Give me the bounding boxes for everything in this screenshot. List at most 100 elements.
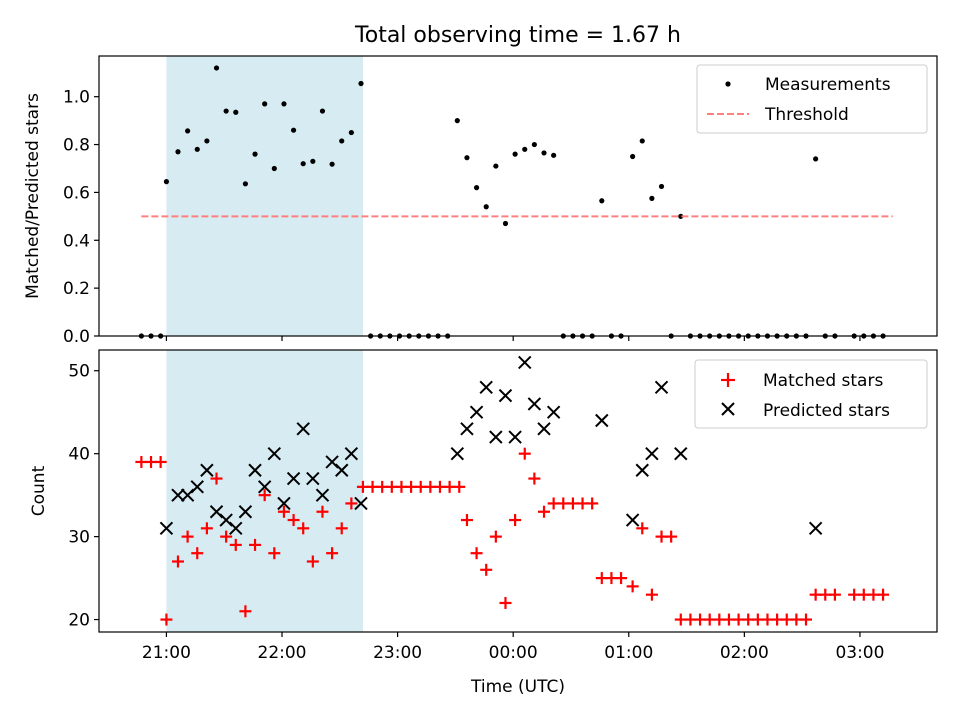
top-legend-box <box>696 64 928 134</box>
measurement-point <box>204 138 210 144</box>
measurement-point <box>290 127 297 133</box>
measurement-point <box>464 155 470 161</box>
matched-star-point <box>306 555 319 568</box>
top-y-tick-label: 0.6 <box>63 183 90 203</box>
predicted-star-point <box>469 405 484 419</box>
measurement-point <box>194 146 200 152</box>
measurement-point <box>223 108 229 114</box>
matched-star-point <box>239 605 252 618</box>
predicted-star-point <box>654 380 669 395</box>
matched-star-point <box>154 455 167 468</box>
matched-star-point <box>636 522 649 535</box>
measurement-point <box>185 128 191 134</box>
measurement-point <box>493 163 499 169</box>
predicted-star-point <box>635 463 649 477</box>
matched-star-point <box>171 555 184 568</box>
predicted-star-point <box>674 446 688 461</box>
bottom-y-axis-label: Count <box>29 465 49 516</box>
matched-star-point <box>229 538 242 551</box>
predicted-star-point <box>527 397 542 411</box>
bottom-y-tick-label: 20 <box>68 611 90 631</box>
top-plot-marks <box>138 65 893 339</box>
matched-star-point <box>460 514 473 527</box>
top-x-axis-ticks <box>165 336 861 341</box>
predicted-star-point <box>238 505 253 519</box>
predicted-star-point <box>286 471 301 486</box>
predicted-star-point <box>518 355 532 370</box>
measurement-point <box>310 158 316 164</box>
predicted-star-point <box>335 463 349 477</box>
matched-star-point <box>316 505 329 518</box>
top-y-tick-label: 0.2 <box>63 279 90 299</box>
measurement-point <box>300 161 306 167</box>
matched-star-point <box>470 547 483 560</box>
measurement-point <box>242 181 249 187</box>
top-panel: 0.0 0.2 0.4 0.6 0.8 1.0 Matched/Predicted sta… <box>23 55 938 347</box>
matched-star-point <box>615 572 628 585</box>
predicted-star-point <box>808 521 823 536</box>
x-tick-label: 00:00 <box>489 643 538 663</box>
matched-star-point <box>509 514 522 527</box>
bottom-panel: 20 30 40 50 21:00 22:00 23:00 00:00 01:00 02:00 0… <box>29 349 938 697</box>
measurement-point <box>281 101 287 107</box>
predicted-star-point <box>257 480 272 494</box>
predicted-star-point <box>460 422 474 436</box>
measurement-point <box>512 151 518 157</box>
matched-star-point <box>877 588 890 601</box>
measurement-point <box>262 101 268 107</box>
predicted-star-point <box>248 463 262 477</box>
predicted-star-point <box>354 496 368 511</box>
matched-star-point <box>345 497 358 510</box>
matched-star-point <box>160 613 173 626</box>
matched-star-point <box>489 530 502 543</box>
matched-star-point <box>200 522 213 535</box>
predicted-star-point <box>625 513 640 527</box>
matched-star-point <box>528 472 541 485</box>
matched-star-point <box>297 522 310 535</box>
matched-star-point <box>586 497 599 510</box>
x-tick-label: 23:00 <box>373 643 422 663</box>
predicted-star-point <box>306 471 320 486</box>
matched-star-point <box>277 505 290 518</box>
matched-star-point <box>287 514 300 527</box>
predicted-star-point <box>171 488 185 502</box>
predicted-star-point <box>296 422 310 436</box>
matched-star-point <box>249 538 262 551</box>
bottom-x-axis: 21:00 22:00 23:00 00:00 01:00 02:00 03:00 <box>142 632 884 663</box>
figure-title: Total observing time = 1.67 h <box>354 23 681 48</box>
predicted-star-point <box>267 446 282 461</box>
measurement-point <box>252 151 258 157</box>
bottom-y-tick-label: 40 <box>68 445 90 465</box>
measurement-point <box>658 183 665 190</box>
measurement-point <box>639 138 645 144</box>
x-tick-label: 22:00 <box>258 643 307 663</box>
bottom-plot-marks <box>135 355 890 626</box>
matched-star-point <box>335 522 348 535</box>
legend-matched-marker <box>721 373 735 387</box>
predicted-star-point <box>200 463 214 477</box>
matched-star-point <box>665 530 678 543</box>
predicted-star-point <box>595 413 609 428</box>
x-tick-label: 02:00 <box>720 643 769 663</box>
measurement-point <box>473 185 480 191</box>
matched-star-point <box>518 447 531 460</box>
bottom-legend-box <box>694 359 928 429</box>
legend-matched-label: Matched stars <box>763 371 883 391</box>
measurement-point <box>551 152 557 158</box>
predicted-star-point <box>645 446 659 461</box>
predicted-star-point <box>537 422 551 436</box>
measurement-point <box>541 150 547 156</box>
measurement-point <box>630 153 636 160</box>
x-axis-label: Time (UTC) <box>470 677 565 697</box>
measurement-point <box>454 118 460 124</box>
bottom-y-tick-label: 30 <box>68 528 90 548</box>
matched-star-point <box>258 489 271 502</box>
top-y-axis-label: Matched/Predicted stars <box>23 93 43 299</box>
matched-star-point <box>326 547 339 560</box>
matched-star-point <box>453 480 466 493</box>
top-y-tick-label: 0.4 <box>63 231 90 251</box>
measurement-point <box>271 165 277 172</box>
measurement-point <box>502 220 509 227</box>
legend-predicted-marker <box>721 402 735 416</box>
